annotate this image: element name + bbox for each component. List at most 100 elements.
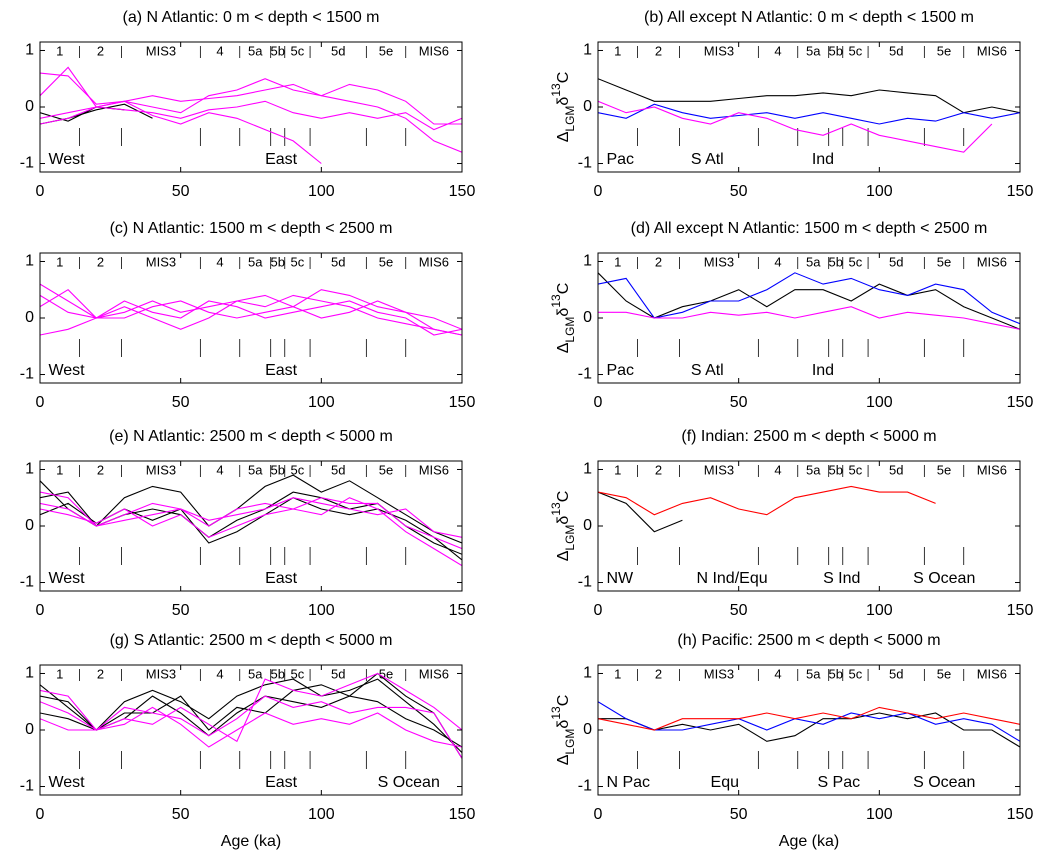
stage-label: MIS6 [977,43,1007,58]
legend-label: Equ [711,774,739,791]
stage-label: 5d [889,43,903,58]
stage-label: 5c [849,254,863,269]
legend-label: S Ind [823,570,860,587]
series-line [40,706,462,748]
lines [40,474,462,567]
y-axis-label-part: C [555,283,572,295]
y-tick-label: -1 [20,366,34,383]
stage-label: MIS6 [419,462,449,477]
series-line [598,272,1020,330]
stage-label: 5a [806,666,821,681]
legend-label: East [265,774,298,791]
legend-label: S Pac [817,774,860,791]
stage-label: 2 [655,666,662,681]
y-axis-label-part: 13 [549,706,563,720]
stage-label: 5c [849,666,863,681]
legend-label: S Ocean [913,774,975,791]
stage-label: 2 [97,666,104,681]
stage-label: 5c [291,43,305,58]
stage-label: 5b [270,462,284,477]
stage-label: MIS6 [419,254,449,269]
stage-label: 5e [937,43,951,58]
stage-label: MIS6 [419,43,449,58]
stage-label: 5b [828,666,842,681]
x-tick-label: 0 [594,183,603,200]
series-line [40,695,462,759]
x-tick-label: 100 [866,602,893,619]
x-tick-label: 150 [449,806,476,823]
y-tick-label: -1 [20,778,34,795]
y-tick-label: 1 [583,461,592,478]
series-line [598,100,993,153]
legend-label: S Ocean [913,570,975,587]
y-axis-label-part: C [555,695,572,707]
lines [598,485,936,533]
legend-label: S Atl [691,362,724,379]
y-axis-label-part: δ [555,97,572,106]
x-tick-label: 100 [308,806,335,823]
x-tick-label: 50 [730,394,748,411]
panel-title: (b) All except N Atlantic: 0 m < depth <… [644,9,974,26]
series-line [40,100,462,131]
y-axis-label-part: Δ [555,550,572,561]
stage-label: 4 [774,666,781,681]
legend-label: Ind [812,362,834,379]
legend-label: West [48,570,85,587]
series-line [40,491,462,538]
x-tick-label: 50 [172,602,190,619]
stage-label: MIS6 [419,666,449,681]
x-tick-label: 0 [36,806,45,823]
series-line [40,474,462,544]
x-tick-label: 100 [866,806,893,823]
stage-label: MIS6 [977,666,1007,681]
stage-label: 5b [270,43,284,58]
panel: (f) Indian: 2500 m < depth < 5000 m 1 2 MIS… [549,428,1033,619]
stage-label: 4 [774,43,781,58]
stage-label: 4 [216,254,223,269]
legend-label: East [265,362,298,379]
stage-label: 1 [614,462,621,477]
x-tick-label: 0 [594,806,603,823]
x-tick-label: 50 [730,806,748,823]
series-line [40,497,462,567]
x-tick-label: 50 [730,602,748,619]
legend-label: West [48,151,85,168]
x-axis-label: Age (ka) [779,833,839,850]
y-tick-label: 0 [583,517,592,534]
stage-label: 1 [56,666,63,681]
x-tick-label: 50 [172,394,190,411]
axes-frame [597,41,1021,173]
stage-label: MIS3 [146,43,176,58]
stage-label: MIS3 [704,43,734,58]
stage-label: 5e [379,462,393,477]
stage-label: 5a [248,254,263,269]
series-line [40,300,462,336]
x-tick-label: 100 [308,602,335,619]
y-tick-label: 0 [583,721,592,738]
y-tick-label: 1 [25,665,34,682]
y-axis-label-part: C [555,72,572,84]
legend-label: S Ocean [378,774,440,791]
y-tick-label: -1 [20,155,34,172]
y-axis-label-part: C [555,491,572,503]
y-tick-label: 0 [583,98,592,115]
x-tick-label: 150 [449,394,476,411]
stage-label: 5d [889,666,903,681]
y-tick-label: -1 [578,366,592,383]
stage-label: 5a [806,43,821,58]
y-axis-label: ΔLGMδ13C [549,491,577,562]
stage-label: 5c [291,666,305,681]
stage-label: 5d [331,462,345,477]
x-tick-label: 50 [172,806,190,823]
x-tick-label: 50 [730,183,748,200]
stage-label: 5e [937,254,951,269]
stage-label: MIS6 [977,462,1007,477]
legend-label: East [265,151,298,168]
stage-label: 5a [806,254,821,269]
y-axis-label: ΔLGMδ13C [549,72,577,143]
x-axis-label: Age (ka) [221,833,281,850]
x-tick-label: 150 [1007,183,1034,200]
x-tick-label: 150 [1007,806,1034,823]
legend-label: East [265,570,298,587]
stage-label: 5d [889,462,903,477]
